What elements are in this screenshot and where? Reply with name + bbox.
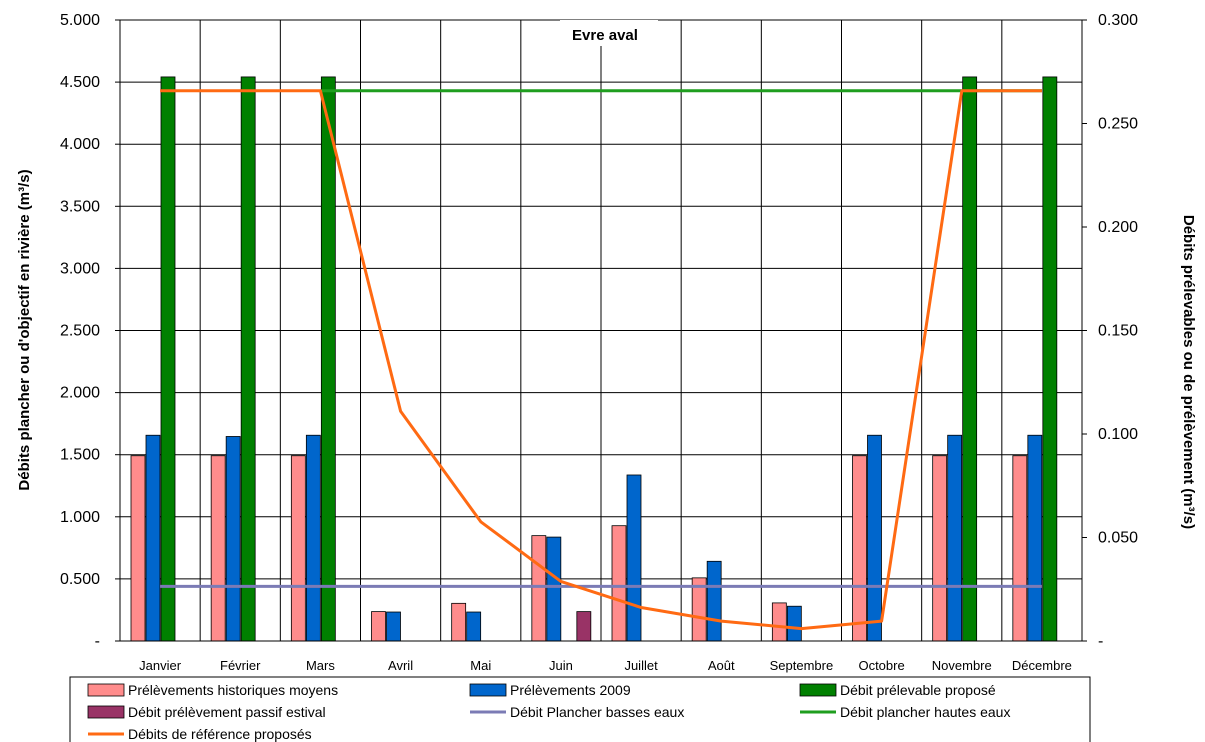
line-series-3 — [160, 89, 1042, 631]
left-axis-tick-label: 1.000 — [60, 509, 100, 526]
bar-2 — [225, 436, 241, 642]
bar-1 — [1012, 455, 1028, 642]
bar-2 — [947, 434, 963, 642]
left-axis-tick-label: 5.000 — [60, 12, 100, 29]
legend-swatch-bar — [87, 705, 125, 719]
right-axis-tick-label: 0.250 — [1098, 116, 1138, 133]
legend-label: Débits de référence proposés — [128, 726, 312, 742]
bars — [130, 76, 1058, 642]
category-label: Mai — [470, 658, 491, 673]
left-axis-tick-label: 2.000 — [60, 385, 100, 402]
legend-label: Débit Plancher basses eaux — [510, 704, 684, 720]
legend-swatch-bar — [469, 683, 507, 697]
category-label: Juillet — [624, 658, 658, 673]
bar-4 — [576, 611, 592, 642]
bar-3 — [320, 76, 336, 642]
legend-box — [69, 676, 1091, 742]
bar-1 — [932, 455, 948, 642]
bar-1 — [451, 602, 467, 642]
category-label: Janvier — [139, 658, 182, 673]
legend-item: Débit Plancher basses eaux — [470, 704, 684, 720]
bar-2 — [386, 611, 401, 642]
bar-1 — [130, 455, 146, 642]
right-axis-tick-label: 0.050 — [1098, 530, 1138, 547]
legend-label: Prélèvements historiques moyens — [128, 682, 338, 698]
legend-label: Prélèvements 2009 — [510, 682, 631, 698]
left-axis-tick-label: 3.500 — [60, 198, 100, 215]
category-label: Octobre — [858, 658, 904, 673]
right-axis-tick-label: 0.300 — [1098, 12, 1138, 29]
right-axis-tick-label: 0.150 — [1098, 323, 1138, 340]
bar-3 — [240, 76, 256, 642]
legend-label: Débit prélevable proposé — [840, 682, 996, 698]
bar-1 — [210, 455, 226, 642]
legend-item: Débit plancher hautes eaux — [800, 704, 1010, 720]
chart-title: Evre aval — [572, 27, 638, 44]
legend-item: Prélèvements 2009 — [469, 682, 631, 698]
legend-label: Débit prélèvement passif estival — [128, 704, 326, 720]
category-label: Avril — [388, 658, 413, 673]
bar-2 — [867, 434, 882, 642]
chart-title-background — [560, 20, 658, 46]
bar-2 — [626, 474, 642, 642]
right-axis-title: Débits prélevables ou de prélèvement (m³… — [1180, 215, 1197, 529]
bar-3 — [1042, 76, 1058, 642]
bar-3 — [962, 76, 978, 642]
bar-1 — [371, 611, 386, 642]
bar-2 — [466, 611, 482, 642]
left-axis-title: Débits plancher ou d'objectif en rivière… — [16, 169, 33, 490]
bar-1 — [531, 535, 547, 642]
category-label: Novembre — [932, 658, 992, 673]
right-axis-ticks: - 0.050 0.100 0.150 0.200 0.250 0.300 — [1082, 12, 1138, 650]
legend-label: Débit plancher hautes eaux — [840, 704, 1010, 720]
category-label: Février — [220, 658, 261, 673]
category-label: Août — [708, 658, 735, 673]
lines — [160, 89, 1042, 631]
left-axis-tick-label: 3.000 — [60, 260, 100, 277]
legend-swatch-bar — [87, 683, 125, 697]
category-axis-labels: Janvier Février Mars Avril Mai Juin Juillet Aoû… — [139, 658, 1072, 673]
right-axis-tick-label: - — [1098, 633, 1103, 650]
category-label: Mars — [306, 658, 335, 673]
bar-1 — [290, 455, 306, 642]
category-label: Juin — [549, 658, 573, 673]
left-axis-tick-label: 0.500 — [60, 571, 100, 588]
left-axis-tick-label: 4.000 — [60, 136, 100, 153]
right-axis-tick-label: 0.100 — [1098, 426, 1138, 443]
left-axis-tick-label: 2.500 — [60, 323, 100, 340]
legend-item: Débits de référence proposés — [88, 726, 312, 742]
right-axis-tick-label: 0.200 — [1098, 219, 1138, 236]
legend-swatch-bar — [799, 683, 837, 697]
bar-1 — [771, 602, 787, 642]
bar-3 — [160, 76, 176, 642]
category-label: Septembre — [770, 658, 834, 673]
legend-item: Prélèvements historiques moyens — [87, 682, 338, 698]
category-label: Décembre — [1012, 658, 1072, 673]
bar-2 — [305, 434, 321, 642]
bar-2 — [546, 536, 562, 642]
bar-2 — [786, 605, 802, 642]
bar-2 — [1027, 434, 1043, 642]
legend-item: Débit prélevable proposé — [799, 682, 996, 698]
left-axis-tick-label: 4.500 — [60, 74, 100, 91]
bar-2 — [706, 560, 722, 642]
legend: Prélèvements historiques moyens Prélèveme… — [69, 676, 1091, 742]
bar-1 — [611, 525, 627, 642]
left-axis-tick-label: 1.500 — [60, 447, 100, 464]
bar-1 — [852, 455, 867, 642]
left-axis-ticks: - 0.500 1.000 1.500 2.000 2.500 3.000 3.500 4.00… — [60, 12, 120, 650]
bar-2 — [145, 434, 161, 642]
left-axis-tick-label: - — [95, 633, 100, 650]
legend-item: Débit prélèvement passif estival — [87, 704, 326, 720]
